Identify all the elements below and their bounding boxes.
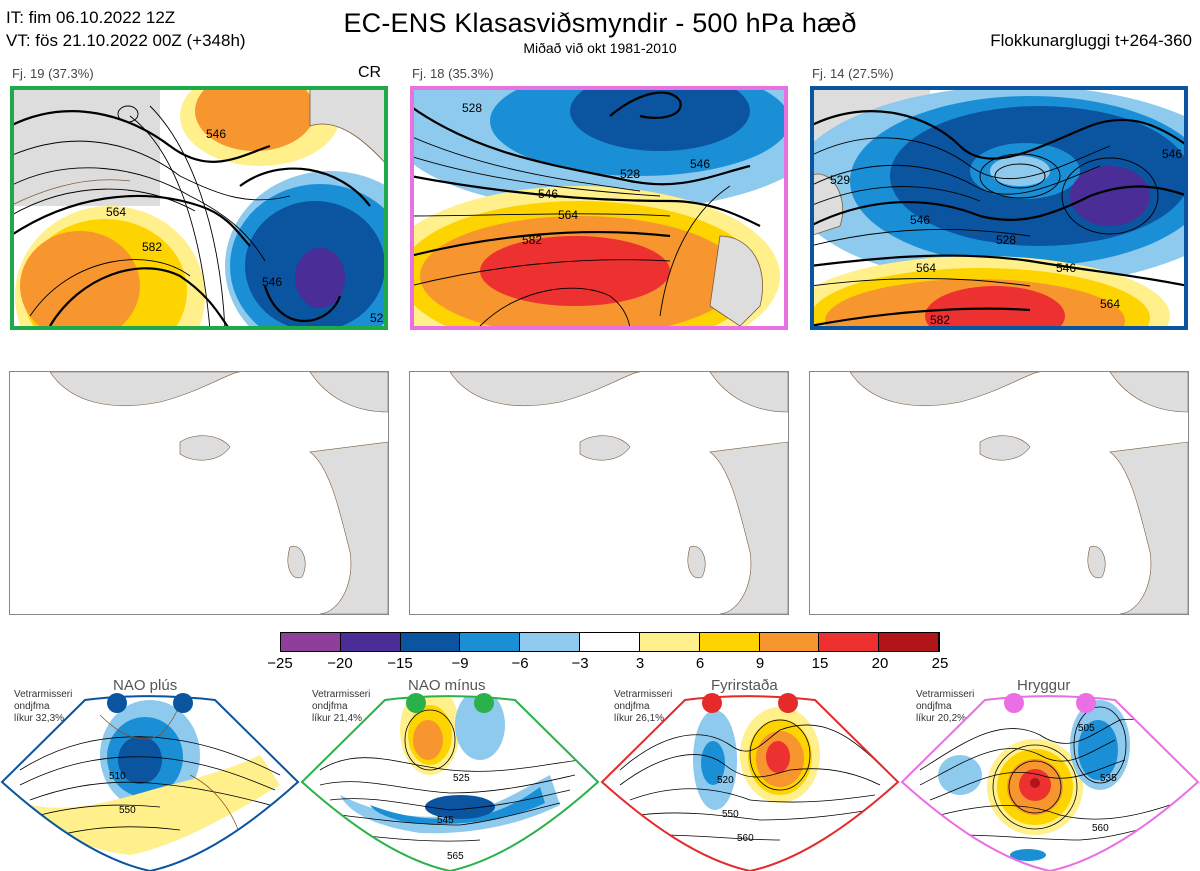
regime-nao-plus: Vetrarmisseri ondjfma líkur 32,3% NAO pl… <box>0 675 300 871</box>
contour-label: 510 <box>109 771 126 782</box>
contour-label: 564 <box>106 205 126 219</box>
cluster-3-border <box>810 86 1188 330</box>
classification-window: Flokkunargluggi t+264-360 <box>990 31 1192 50</box>
contour-label: 546 <box>1056 261 1076 275</box>
regime-note: Vetrarmisseri ondjfma líkur 20,2% <box>916 689 975 724</box>
contour-label: 528 <box>996 233 1016 247</box>
regime-note: Vetrarmisseri ondjfma líkur 32,3% <box>14 689 73 724</box>
regime-note: Vetrarmisseri ondjfma líkur 21,4% <box>312 689 371 724</box>
regime-marker <box>474 693 494 713</box>
colorbar-tick: 6 <box>695 655 705 672</box>
contour-label: 546 <box>910 213 930 227</box>
colorbar-segment <box>460 633 521 651</box>
contour-label: 565 <box>447 851 464 862</box>
regime-frame <box>900 695 1200 871</box>
contour-label: 560 <box>737 833 754 844</box>
colorbar-segment <box>819 633 880 651</box>
regime-title: NAO mínus <box>408 677 486 694</box>
colorbar-segment <box>639 633 700 651</box>
regime-frame <box>0 695 300 871</box>
colorbar-tick: −3 <box>571 655 589 672</box>
contour-label: 546 <box>690 157 710 171</box>
colorbar-segment <box>879 633 939 651</box>
cluster-1-map: 546 564 582 546 528 <box>10 86 388 330</box>
regime-marker <box>702 693 722 713</box>
colorbar-segment <box>580 633 640 651</box>
regime-marker <box>406 693 426 713</box>
initial-time: IT: fim 06.10.2022 12Z <box>6 8 176 27</box>
cluster-3-map: 529 546 528 546 564 564 582 546 <box>810 86 1188 330</box>
contour-label: 528 <box>370 311 388 325</box>
regime-marker <box>1076 693 1096 713</box>
cluster-1-label: Fj. 19 (37.3%) <box>12 66 94 81</box>
colorbar-tick: −9 <box>451 655 469 672</box>
contour-label: 582 <box>142 240 162 254</box>
contour-label: 546 <box>262 275 282 289</box>
regime-frame <box>300 695 600 871</box>
contour-label: 520 <box>717 775 734 786</box>
regime-blocking: Vetrarmisseri ondjfma líkur 26,1% Fyrirs… <box>600 675 900 871</box>
colorbar-tick: −20 <box>327 655 353 672</box>
valid-time: VT: fös 21.10.2022 00Z (+348h) <box>6 31 246 50</box>
contour-label: 582 <box>522 233 542 247</box>
cr-label: CR <box>358 64 382 81</box>
contour-label: 528 <box>462 101 482 115</box>
regime-note: Vetrarmisseri ondjfma líkur 26,1% <box>614 689 673 724</box>
regime-title: Hryggur <box>1017 677 1071 694</box>
regime-marker <box>1004 693 1024 713</box>
colorbar-tick: 20 <box>871 655 889 672</box>
regime-frame <box>600 695 900 871</box>
colorbar <box>280 632 940 652</box>
colorbar-ticks: −25 −20 −15 −9 −6 −3 3 6 9 15 20 25 <box>260 655 960 675</box>
regime-marker <box>173 693 193 713</box>
colorbar-segment <box>520 633 581 651</box>
page-subtitle: Miðað við okt 1981-2010 <box>523 40 677 56</box>
cluster-3-label: Fj. 14 (27.5%) <box>812 66 894 81</box>
contour-label: 546 <box>538 187 558 201</box>
regime-row: Vetrarmisseri ondjfma líkur 32,3% NAO pl… <box>0 675 1200 871</box>
colorbar-tick: 3 <box>635 655 645 672</box>
contour-label: 582 <box>930 313 950 327</box>
colorbar-tick: −15 <box>387 655 413 672</box>
cluster-2-detail-map <box>409 371 789 615</box>
regime-title: NAO plús <box>113 677 178 694</box>
cluster-2-border <box>410 86 788 330</box>
contour-label: 528 <box>620 167 640 181</box>
colorbar-tick: 25 <box>931 655 949 672</box>
contour-label: 529 <box>830 173 850 187</box>
contour-label: 546 <box>1162 147 1182 161</box>
cluster-3-detail-map <box>809 371 1189 615</box>
contour-label: 546 <box>206 127 226 141</box>
contour-label: 560 <box>1092 823 1109 834</box>
contour-label: 550 <box>119 805 136 816</box>
cluster-2-label: Fj. 18 (35.3%) <box>412 66 494 81</box>
header-info: IT: fim 06.10.2022 12Z VT: fös 21.10.202… <box>6 6 246 52</box>
contour-label: 564 <box>558 208 578 222</box>
cluster-1-border <box>10 86 388 330</box>
colorbar-tick: −6 <box>511 655 529 672</box>
colorbar-segment <box>699 633 760 651</box>
colorbar-segment <box>759 633 820 651</box>
contour-label: 564 <box>1100 297 1120 311</box>
page-title: EC-ENS Klasasviðsmyndir - 500 hPa hæð <box>343 8 857 38</box>
cluster-1-detail-map <box>9 371 389 615</box>
contour-label: 505 <box>1078 723 1095 734</box>
regime-title: Fyrirstaða <box>711 677 778 694</box>
colorbar-tick: 15 <box>811 655 829 672</box>
contour-label: 550 <box>722 809 739 820</box>
contour-label: 525 <box>453 773 470 784</box>
colorbar-segment <box>400 633 461 651</box>
regime-nao-minus: Vetrarmisseri ondjfma líkur 21,4% NAO mí… <box>300 675 600 871</box>
regime-marker <box>107 693 127 713</box>
contour-label: 535 <box>1100 773 1117 784</box>
cluster-2-map: 528 546 546 564 582 528 <box>410 86 788 330</box>
regime-ridge: Vetrarmisseri ondjfma líkur 20,2% Hryggu… <box>900 675 1200 871</box>
colorbar-segment <box>340 633 401 651</box>
colorbar-segment <box>281 633 341 651</box>
contour-label: 564 <box>916 261 936 275</box>
regime-marker <box>778 693 798 713</box>
contour-label: 545 <box>437 815 454 826</box>
colorbar-tick: −25 <box>267 655 293 672</box>
colorbar-tick: 9 <box>755 655 765 672</box>
